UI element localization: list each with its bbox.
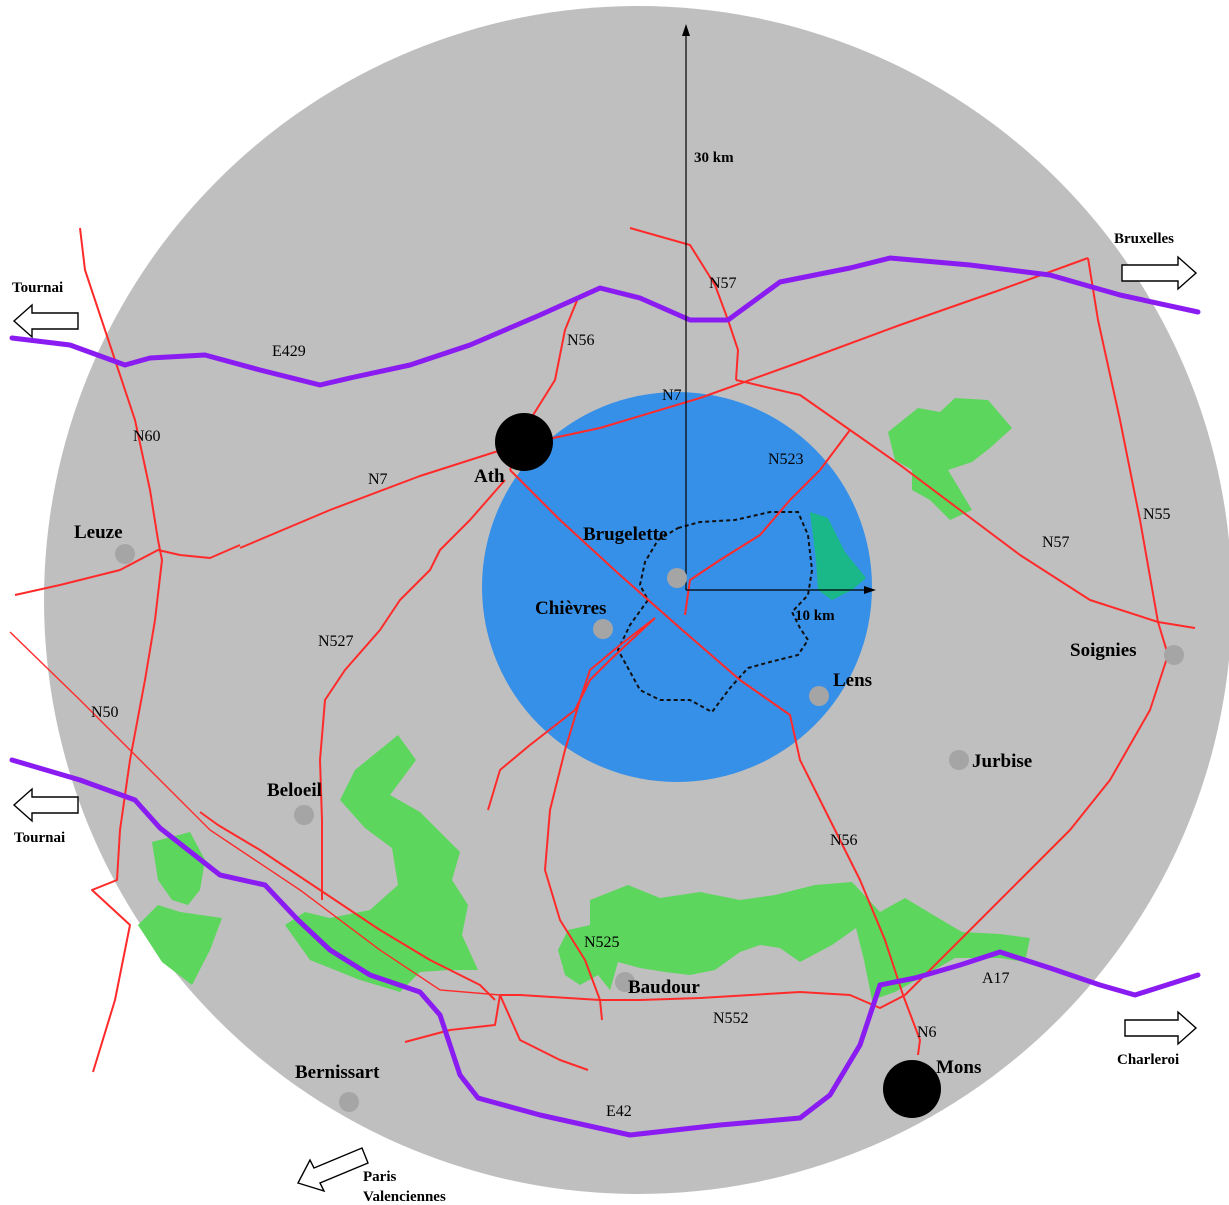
regional-roads xyxy=(9,227,1196,1073)
road-n525 xyxy=(544,617,656,1021)
label-mons: Mons xyxy=(936,1057,981,1078)
road-n55 xyxy=(904,257,1169,996)
town-labels: Ath Leuze Brugelette Chièvres Lens Soign… xyxy=(74,466,1137,1083)
label-n57-top: N57 xyxy=(709,275,737,292)
label-n56-bottom: N56 xyxy=(830,832,858,849)
label-paris: Paris xyxy=(363,1169,396,1185)
label-n6: N6 xyxy=(917,1024,937,1041)
label-bruxelles: Bruxelles xyxy=(1114,231,1174,247)
road-n57-east xyxy=(735,379,1196,629)
label-soignies: Soignies xyxy=(1070,640,1137,661)
road-n50 xyxy=(9,631,501,996)
road-chievres-west xyxy=(487,617,656,811)
forest-patch xyxy=(558,882,1030,1000)
arrow-tournai-top xyxy=(12,303,79,339)
forest-areas xyxy=(138,398,1030,1000)
marker-jurbise xyxy=(949,750,969,770)
label-valenciennes: Valenciennes xyxy=(363,1189,446,1205)
road-leuze-west xyxy=(14,544,241,596)
marker-mons xyxy=(883,1060,941,1118)
label-e42: E42 xyxy=(606,1103,632,1120)
label-baudour: Baudour xyxy=(628,977,700,998)
distance-axes xyxy=(682,24,876,594)
marker-baudour xyxy=(615,972,635,992)
forest-patch xyxy=(285,735,478,992)
town-markers xyxy=(115,413,1184,1118)
label-charleroi: Charleroi xyxy=(1117,1052,1179,1068)
label-n527: N527 xyxy=(318,633,354,650)
road-n523 xyxy=(684,429,851,616)
label-tournai-top: Tournai xyxy=(12,280,63,296)
label-n7-left: N7 xyxy=(368,471,388,488)
label-lens: Lens xyxy=(833,670,872,691)
label-jurbise: Jurbise xyxy=(972,751,1032,772)
label-beloeil: Beloeil xyxy=(267,780,322,801)
label-n56-top: N56 xyxy=(567,332,595,349)
motorway-e42 xyxy=(9,757,1201,1138)
direction-labels: Tournai Tournai Bruxelles Charleroi Pari… xyxy=(12,231,1179,1205)
road-n57-north xyxy=(629,227,739,381)
label-n50: N50 xyxy=(91,704,119,721)
marker-beloeil xyxy=(294,805,314,825)
marker-leuze xyxy=(115,544,135,564)
arrow-paris xyxy=(296,1147,369,1193)
label-e429: E429 xyxy=(272,343,306,360)
marker-bernissart xyxy=(339,1092,359,1112)
label-n7-mid: N7 xyxy=(662,387,682,404)
forest-patch xyxy=(138,905,222,985)
marker-brugelette xyxy=(667,568,687,588)
marker-chievres xyxy=(593,619,613,639)
motorway-e429 xyxy=(9,255,1201,388)
label-n525: N525 xyxy=(584,934,620,951)
arrow-bruxelles xyxy=(1121,255,1198,291)
direction-arrows xyxy=(12,255,1198,1193)
municipality-boundary xyxy=(616,511,814,714)
label-n523: N523 xyxy=(768,451,804,468)
label-n552: N552 xyxy=(713,1010,749,1027)
label-30km: 30 km xyxy=(694,150,734,166)
label-leuze: Leuze xyxy=(74,522,123,543)
road-n60 xyxy=(79,227,163,1073)
label-10km: 10 km xyxy=(795,608,835,624)
road-beloeil-south xyxy=(199,811,496,1001)
label-brugelette: Brugelette xyxy=(583,524,667,545)
forest-patch xyxy=(888,398,1012,520)
road-n552 xyxy=(404,991,906,1043)
label-bernissart: Bernissart xyxy=(295,1062,380,1083)
label-tournai-bottom: Tournai xyxy=(14,830,65,846)
marker-soignies xyxy=(1164,645,1184,665)
arrow-charleroi xyxy=(1124,1010,1198,1046)
marker-ath xyxy=(495,413,553,471)
road-labels: E429 N57 N56 N7 N60 N7 N523 N55 N57 N527… xyxy=(91,275,1171,1120)
road-n527 xyxy=(319,479,506,900)
forest-patch xyxy=(810,512,866,600)
marker-lens xyxy=(809,686,829,706)
road-baudour-link xyxy=(499,994,589,1071)
label-n60: N60 xyxy=(133,428,161,445)
label-n55: N55 xyxy=(1143,506,1171,523)
label-a17: A17 xyxy=(982,970,1010,987)
motorways xyxy=(9,255,1201,1138)
label-ath: Ath xyxy=(474,466,505,487)
arrow-tournai-bottom xyxy=(12,787,79,823)
label-chievres: Chièvres xyxy=(535,598,606,619)
road-n7 xyxy=(239,257,1089,549)
label-n57-right: N57 xyxy=(1042,534,1070,551)
